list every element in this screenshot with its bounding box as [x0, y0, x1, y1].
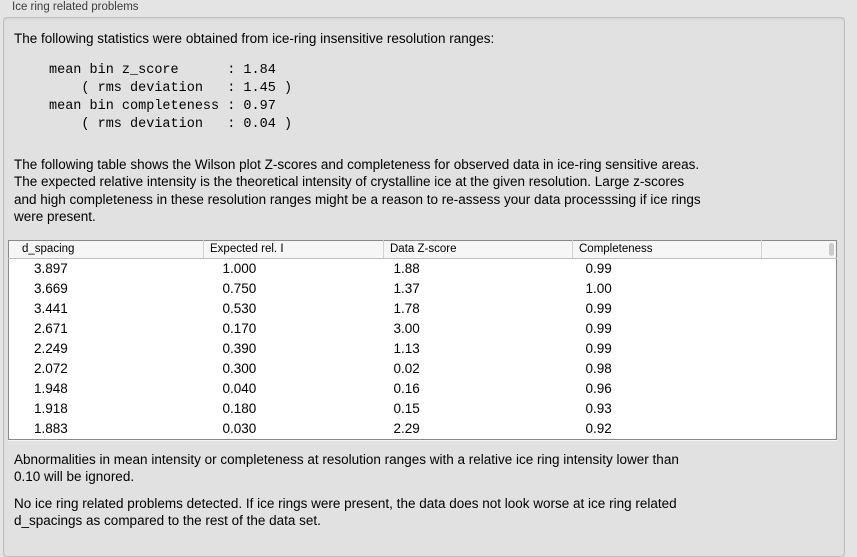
cell-completeness: 0.98: [585, 361, 612, 376]
table-row[interactable]: 3.669 0.750 1.37 1.00: [9, 279, 837, 299]
cell-data-z-score: 1.78: [393, 301, 420, 316]
table-body: 3.897 1.000 1.88 0.99 3.669 0.750 1.37 1…: [9, 258, 837, 439]
cell-empty: [762, 359, 837, 379]
table-row[interactable]: 1.883 0.030 2.29 0.92: [9, 419, 837, 440]
cell-expected-rel-i: 0.750: [222, 281, 257, 296]
table-row[interactable]: 2.249 0.390 1.13 0.99: [9, 339, 837, 359]
table-row[interactable]: 1.948 0.040 0.16 0.96: [9, 379, 837, 399]
table-intro-text: The following table shows the Wilson plo…: [14, 156, 701, 225]
table-row[interactable]: 3.441 0.530 1.78 0.99: [9, 299, 837, 319]
conclusion-text: No ice ring related problems detected. I…: [14, 495, 677, 529]
cell-expected-rel-i: 0.170: [222, 321, 257, 336]
cell-expected-rel-i: 0.180: [222, 401, 257, 416]
cell-empty: [762, 419, 837, 440]
cell-completeness: 1.00: [585, 281, 612, 296]
column-header-expected-rel-i[interactable]: Expected rel. I: [203, 240, 384, 259]
cell-d-spacing: 2.072: [34, 361, 68, 376]
cell-d-spacing: 1.948: [34, 381, 68, 396]
cell-expected-rel-i: 0.530: [222, 301, 257, 316]
cell-data-z-score: 2.29: [393, 421, 420, 436]
ice-ring-report-screen: { "panel": { "title": "Ice ring related …: [3, 1, 845, 557]
column-header-empty: [761, 240, 837, 259]
table-header: d_spacing Expected rel. I Data Z-score C…: [8, 240, 837, 259]
stats-values-block: mean bin z_score : 1.84 ( rms deviation …: [49, 62, 293, 132]
cell-expected-rel-i: 1.000: [222, 261, 257, 276]
cell-empty: [762, 299, 837, 319]
cell-data-z-score: 0.15: [393, 401, 420, 416]
column-header-d-spacing[interactable]: d_spacing: [8, 240, 204, 259]
cell-expected-rel-i: 0.300: [222, 361, 257, 376]
cell-completeness: 0.99: [585, 321, 612, 336]
cell-d-spacing: 3.669: [34, 281, 68, 296]
table-row[interactable]: 1.918 0.180 0.15 0.93: [9, 399, 837, 419]
cell-data-z-score: 0.02: [393, 361, 420, 376]
cell-completeness: 0.96: [585, 381, 612, 396]
cell-completeness: 0.99: [585, 301, 612, 316]
stats-intro-text: The following statistics were obtained f…: [14, 31, 495, 46]
cell-empty: [762, 379, 837, 399]
header-scrollbar-cap-icon: [829, 242, 834, 256]
cell-expected-rel-i: 0.390: [222, 341, 257, 356]
cell-expected-rel-i: 0.040: [222, 381, 257, 396]
cell-data-z-score: 1.13: [393, 341, 420, 356]
ice-ring-table: d_spacing Expected rel. I Data Z-score C…: [8, 239, 837, 440]
cell-data-z-score: 3.00: [393, 321, 420, 336]
cell-empty: [762, 258, 837, 279]
cell-completeness: 0.93: [585, 401, 612, 416]
cell-d-spacing: 1.918: [34, 401, 68, 416]
groupbox-title: Ice ring related problems: [12, 1, 139, 13]
cell-d-spacing: 2.671: [34, 321, 68, 336]
cell-completeness: 0.92: [585, 421, 612, 436]
cell-completeness: 0.99: [585, 261, 612, 276]
cell-empty: [762, 319, 837, 339]
table-row[interactable]: 2.072 0.300 0.02 0.98: [9, 359, 837, 379]
cell-completeness: 0.99: [585, 341, 612, 356]
column-header-data-z-score[interactable]: Data Z-score: [383, 240, 573, 259]
cell-data-z-score: 0.16: [393, 381, 420, 396]
ice-ring-groupbox: The following statistics were obtained f…: [3, 17, 845, 557]
cell-d-spacing: 1.883: [34, 421, 68, 436]
table-header-row: d_spacing Expected rel. I Data Z-score C…: [8, 240, 837, 259]
ignore-note-text: Abnormalities in mean intensity or compl…: [14, 451, 679, 485]
cell-expected-rel-i: 0.030: [222, 421, 257, 436]
table-row[interactable]: 3.897 1.000 1.88 0.99: [9, 258, 837, 279]
table-row[interactable]: 2.671 0.170 3.00 0.99: [9, 319, 837, 339]
cell-d-spacing: 2.249: [34, 341, 68, 356]
cell-empty: [762, 339, 837, 359]
cell-empty: [762, 279, 837, 299]
cell-data-z-score: 1.88: [393, 261, 420, 276]
cell-d-spacing: 3.441: [34, 301, 68, 316]
cell-data-z-score: 1.37: [393, 281, 420, 296]
column-header-completeness[interactable]: Completeness: [572, 240, 762, 259]
cell-d-spacing: 3.897: [34, 261, 68, 276]
cell-empty: [762, 399, 837, 419]
